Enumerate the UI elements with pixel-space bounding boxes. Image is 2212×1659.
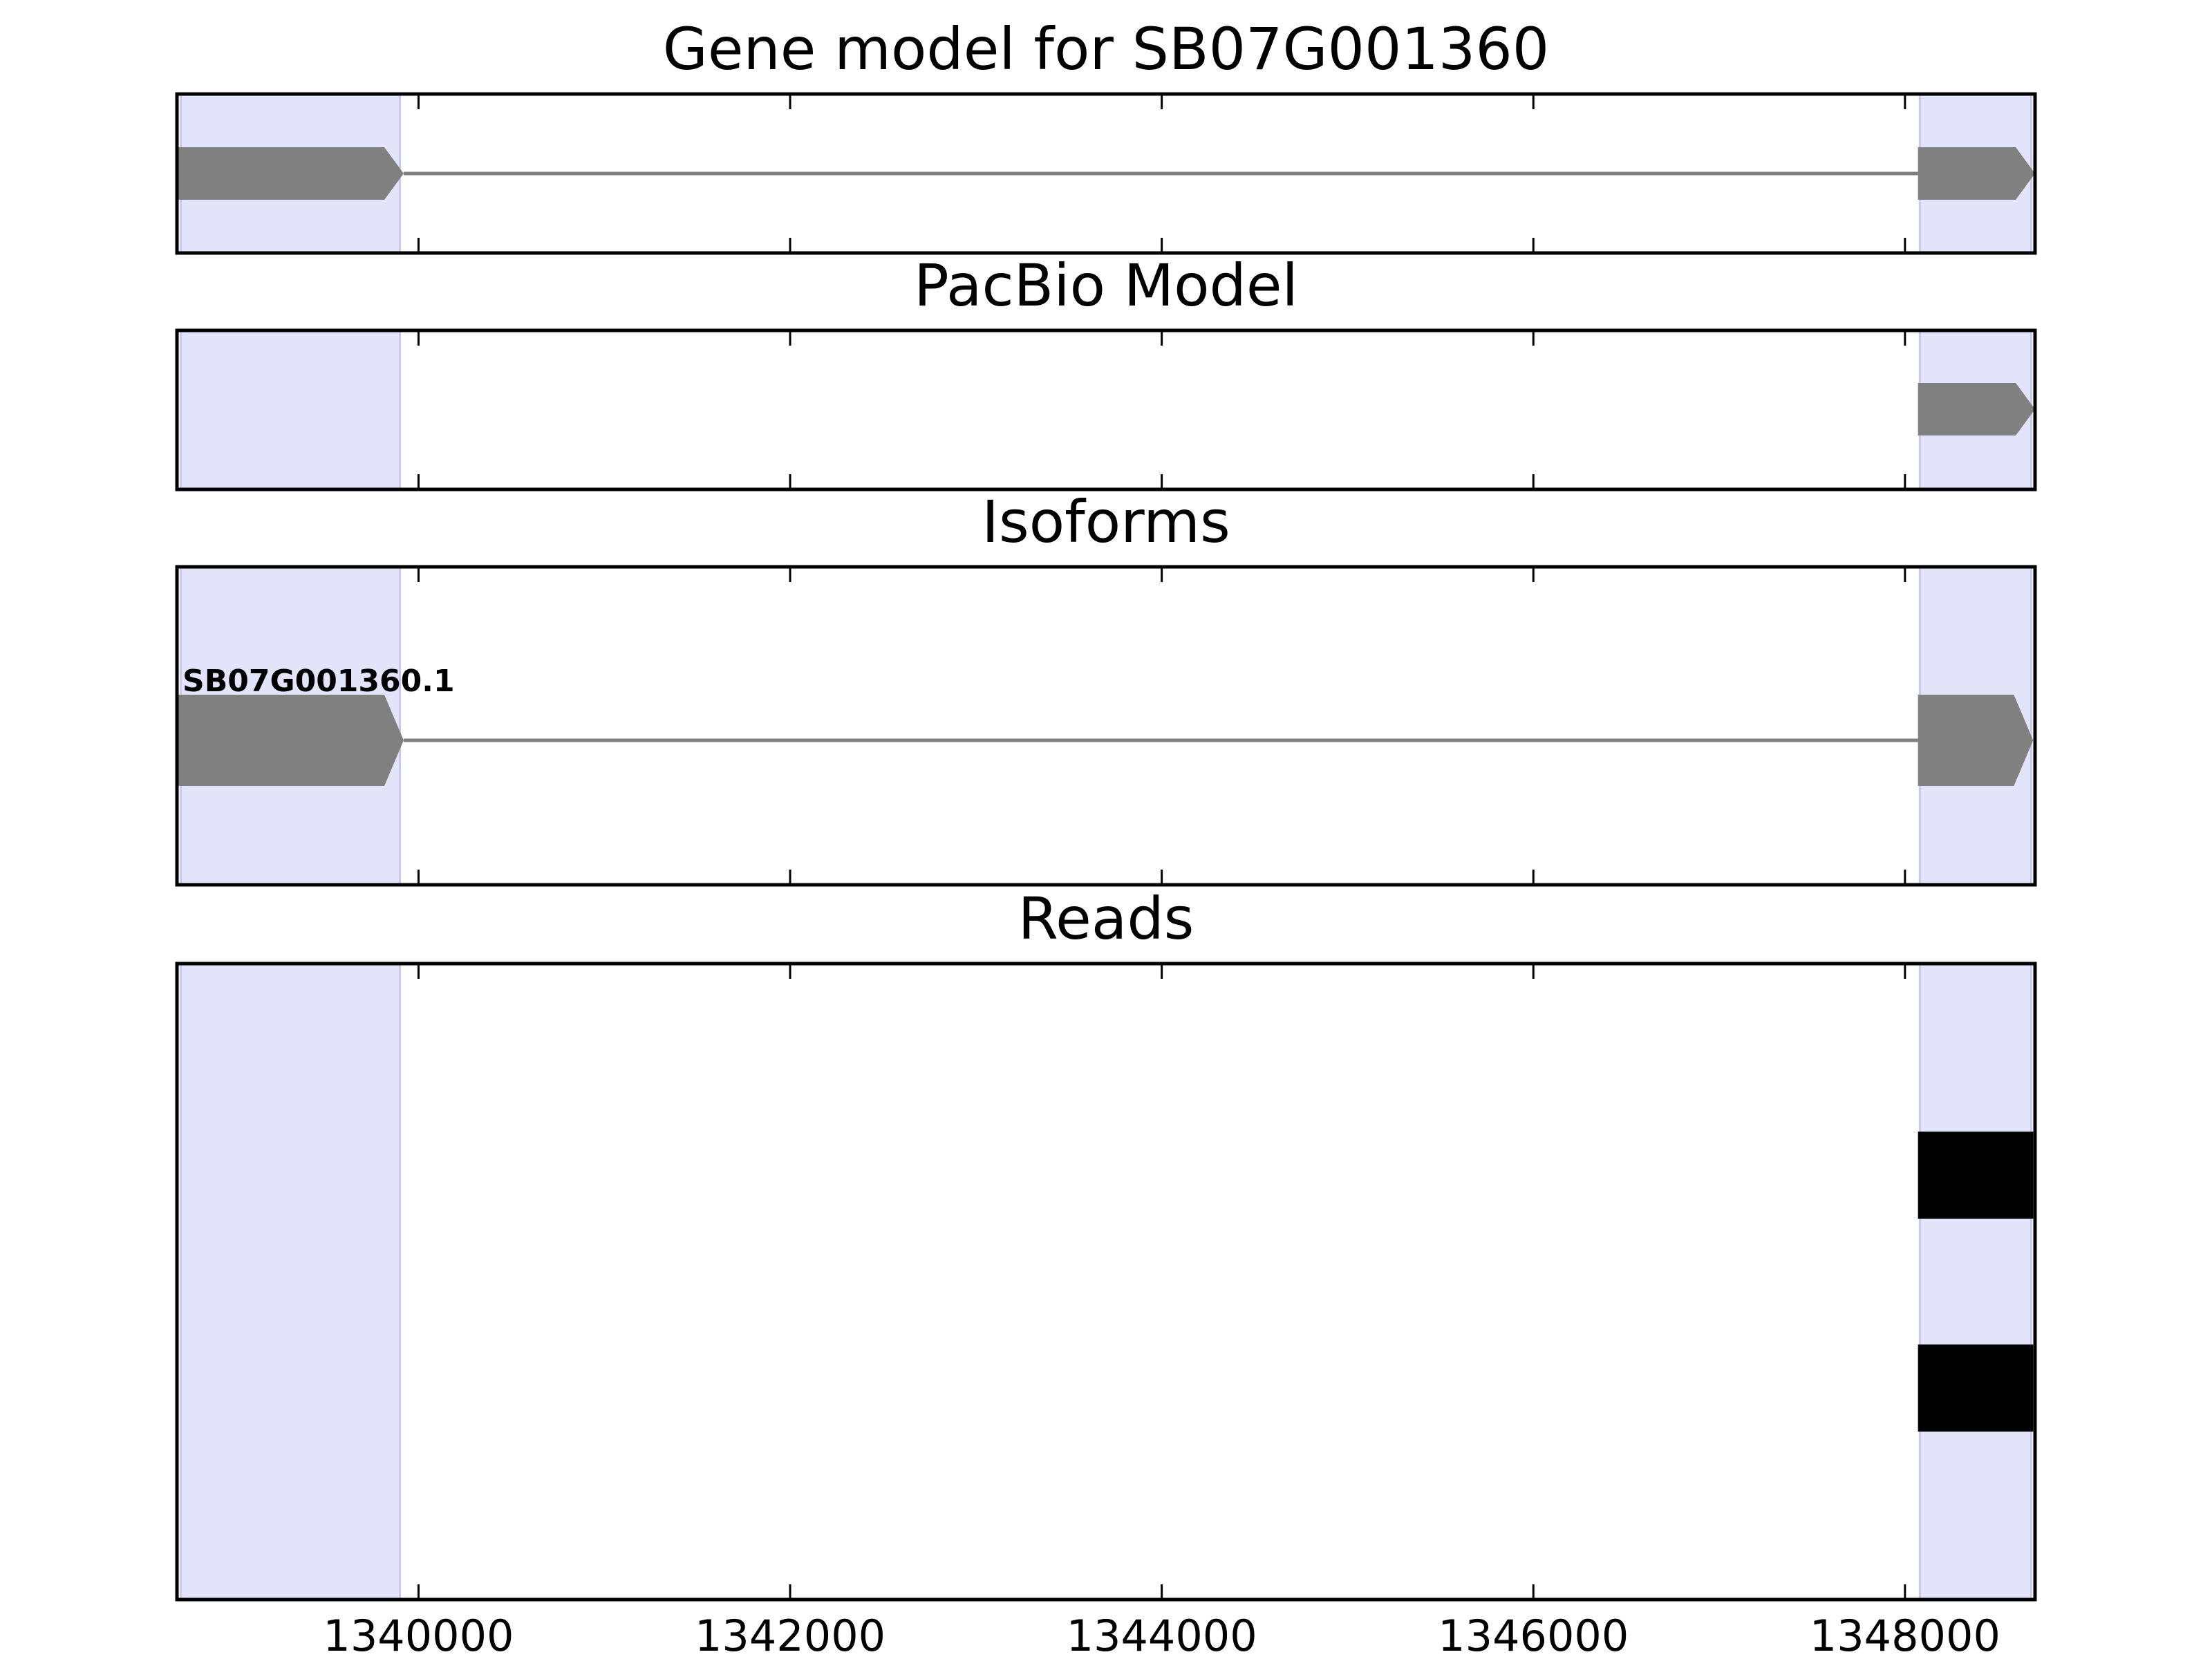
x-tick-label-4: 1346000 bbox=[1438, 1611, 1629, 1659]
panel-title-1: Gene model for SB07G001360 bbox=[663, 15, 1549, 83]
panel-frame-4 bbox=[175, 962, 2037, 1602]
panel-title-2: PacBio Model bbox=[914, 252, 1298, 319]
read-bar-1 bbox=[1918, 1132, 2034, 1219]
x-tick-label-5: 1348000 bbox=[1810, 1611, 2000, 1659]
isoform-label: SB07G001360.1 bbox=[182, 664, 455, 699]
panel-title-3: Isoforms bbox=[982, 488, 1230, 556]
x-tick-label-2: 1342000 bbox=[695, 1611, 885, 1659]
exon-block-2-1 bbox=[1918, 383, 2035, 435]
read-bar-2 bbox=[1918, 1344, 2034, 1432]
exon-block-1-1 bbox=[177, 147, 404, 200]
panel-frame-1 bbox=[175, 92, 2037, 255]
highlight-region-4-1 bbox=[179, 962, 402, 1601]
highlight-region-4-2 bbox=[1918, 962, 2033, 1601]
exon-block-3-2 bbox=[1918, 695, 2034, 786]
exon-block-3-1 bbox=[177, 695, 404, 786]
x-tick-label-3: 1344000 bbox=[1067, 1611, 1257, 1659]
x-tick-label-1: 1340000 bbox=[323, 1611, 514, 1659]
panel-title-4: Reads bbox=[1018, 885, 1194, 953]
panel-frame-2 bbox=[175, 328, 2037, 491]
highlight-region-2-1 bbox=[179, 329, 402, 491]
exon-block-1-2 bbox=[1918, 147, 2035, 200]
panel-frame-3 bbox=[175, 565, 2037, 887]
